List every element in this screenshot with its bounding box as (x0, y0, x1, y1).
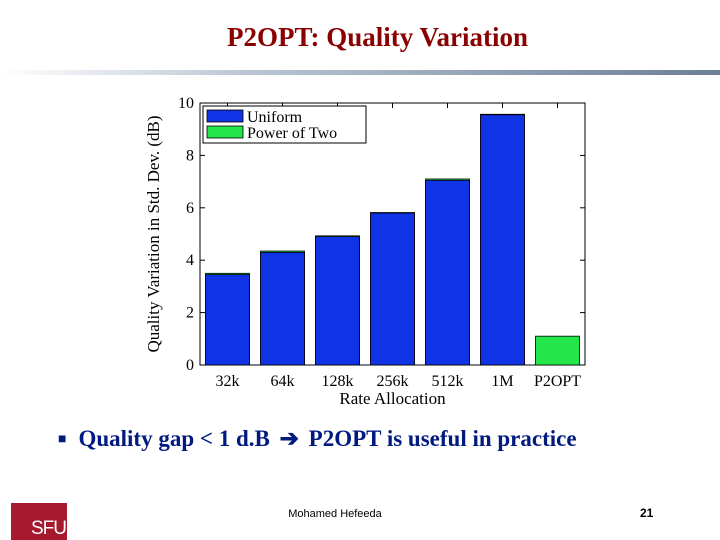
x-tick-label: 32k (216, 373, 240, 390)
square-bullet-icon: ■ (58, 432, 67, 447)
y-tick-label: 0 (186, 357, 194, 374)
y-tick-label: 4 (186, 252, 194, 269)
bullet-point: ■ Quality gap < 1 d.B ➔ P2OPT is useful i… (58, 426, 577, 452)
y-tick-label: 6 (186, 200, 194, 217)
legend-label: Power of Two (247, 125, 337, 142)
x-tick-label: 256k (377, 373, 409, 390)
x-tick-label: 512k (432, 373, 464, 390)
bullet-text-start: Quality gap < 1 d.B (78, 426, 276, 451)
slide-title: P2OPT: Quality Variation (226, 22, 529, 52)
legend-swatch (206, 109, 244, 123)
title-divider (0, 70, 720, 75)
bar-uniform (260, 251, 305, 366)
bar-uniform (370, 212, 415, 366)
bar-uniform (425, 179, 470, 366)
legend-swatch (206, 125, 244, 139)
x-tick-label: 64k (271, 373, 295, 390)
bar-uniform (315, 236, 360, 366)
footer-author: Mohamed Hefeeda (288, 508, 382, 520)
bar-power-of-two (535, 335, 580, 366)
legend-label: Uniform (247, 109, 303, 126)
bullet-text-end: P2OPT is useful in practice (302, 426, 577, 451)
right-arrow-icon: ➔ (279, 426, 299, 451)
y-tick-label: 2 (186, 305, 194, 322)
bar-uniform (480, 114, 525, 366)
logo-text: SFU (31, 518, 67, 539)
y-tick-label: 10 (178, 95, 194, 112)
y-axis-label: Quality Variation in Std. Dev. (dB) (144, 115, 163, 352)
x-tick-label: 128k (322, 373, 354, 390)
x-tick-label: P2OPT (534, 373, 581, 390)
x-tick-label: 1M (491, 373, 513, 390)
y-tick-label: 8 (186, 147, 194, 164)
bar-uniform (205, 274, 250, 366)
x-axis-label: Rate Allocation (339, 389, 446, 408)
plot-area: 0 2 4 6 8 10 32k 64k 128k 256k 512k 1M P2OPT (178, 95, 586, 390)
page-number: 21 (640, 506, 654, 520)
bar-chart: Quality Variation in Std. Dev. (dB) Rate… (144, 95, 586, 408)
sfu-logo: SFU (11, 503, 67, 540)
